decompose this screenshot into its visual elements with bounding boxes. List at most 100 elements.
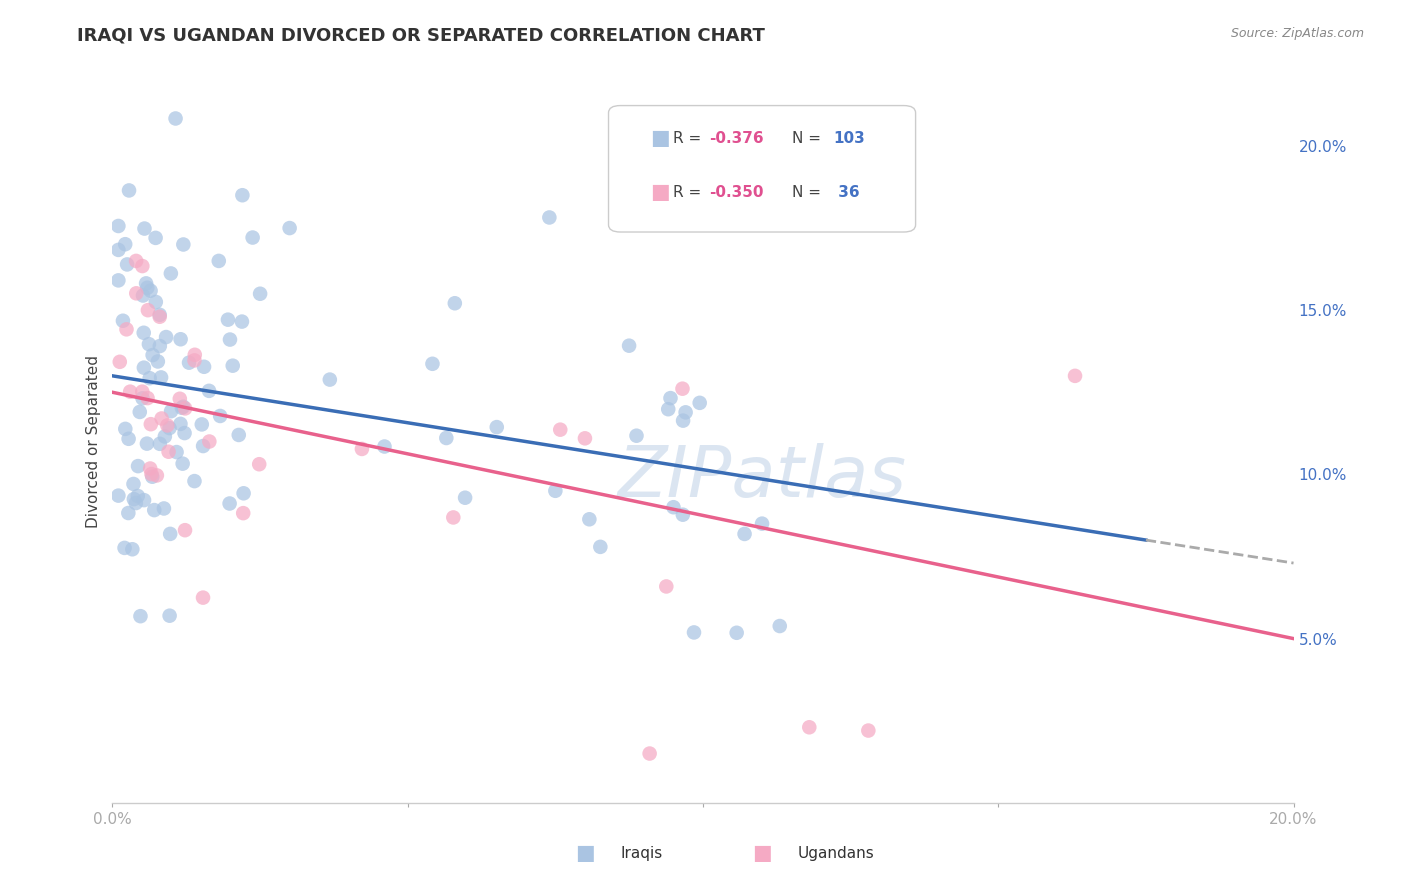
Point bbox=[125, 253, 148, 268]
Point bbox=[209, 409, 232, 423]
Point bbox=[114, 541, 136, 555]
Point bbox=[149, 308, 172, 322]
Point bbox=[139, 417, 162, 432]
Text: Ugandans: Ugandans bbox=[797, 846, 875, 861]
Text: IRAQI VS UGANDAN DIVORCED OR SEPARATED CORRELATION CHART: IRAQI VS UGANDAN DIVORCED OR SEPARATED C… bbox=[77, 27, 765, 45]
Point bbox=[139, 284, 162, 298]
Point bbox=[115, 257, 138, 271]
Text: R =: R = bbox=[673, 130, 707, 145]
Point bbox=[574, 431, 596, 445]
Point bbox=[683, 625, 706, 640]
Point bbox=[145, 294, 167, 309]
Point bbox=[166, 445, 188, 459]
Point bbox=[108, 355, 131, 369]
Point bbox=[107, 489, 129, 503]
Point bbox=[671, 382, 693, 396]
Text: N =: N = bbox=[792, 130, 825, 145]
Point bbox=[191, 417, 214, 432]
Point bbox=[122, 492, 145, 507]
Point bbox=[114, 422, 136, 436]
Point bbox=[150, 370, 173, 384]
Point bbox=[626, 428, 648, 442]
Point bbox=[1064, 368, 1087, 383]
Point bbox=[132, 360, 155, 375]
Point bbox=[136, 436, 159, 450]
Text: ZIPatlas: ZIPatlas bbox=[617, 443, 907, 512]
Point bbox=[172, 237, 194, 252]
Point bbox=[117, 432, 139, 446]
Point bbox=[422, 357, 444, 371]
Point bbox=[672, 508, 695, 522]
Point bbox=[115, 322, 138, 336]
Point bbox=[198, 434, 221, 449]
Point bbox=[134, 221, 156, 235]
Text: -0.350: -0.350 bbox=[709, 185, 763, 200]
Y-axis label: Divorced or Separated: Divorced or Separated bbox=[86, 355, 101, 528]
Point bbox=[232, 486, 254, 500]
Point bbox=[485, 420, 508, 434]
Point bbox=[659, 391, 682, 405]
Point bbox=[858, 723, 880, 738]
Point bbox=[136, 391, 159, 405]
Point bbox=[538, 211, 561, 225]
Point bbox=[769, 619, 792, 633]
Point bbox=[157, 444, 180, 458]
Point bbox=[217, 312, 239, 326]
Point bbox=[160, 404, 183, 418]
Point bbox=[136, 281, 159, 295]
Point bbox=[319, 373, 342, 387]
Point bbox=[141, 469, 163, 483]
Text: ■: ■ bbox=[650, 128, 669, 148]
Point bbox=[136, 303, 159, 318]
Point bbox=[247, 457, 270, 471]
Point bbox=[128, 405, 150, 419]
Point bbox=[107, 273, 129, 287]
Point bbox=[159, 527, 181, 541]
Point bbox=[434, 431, 457, 445]
Point bbox=[208, 253, 231, 268]
Point bbox=[135, 277, 157, 291]
Point bbox=[193, 359, 215, 374]
Point bbox=[191, 439, 214, 453]
Point bbox=[242, 230, 264, 244]
Point bbox=[160, 267, 183, 281]
Text: -0.376: -0.376 bbox=[709, 130, 763, 145]
Point bbox=[177, 356, 200, 370]
Point bbox=[183, 353, 205, 368]
Point bbox=[350, 442, 373, 456]
Point bbox=[675, 405, 697, 419]
Text: R =: R = bbox=[673, 185, 707, 200]
Point bbox=[131, 259, 153, 273]
Point bbox=[132, 288, 155, 302]
Text: Source: ZipAtlas.com: Source: ZipAtlas.com bbox=[1230, 27, 1364, 40]
Point bbox=[143, 503, 166, 517]
Point bbox=[373, 440, 395, 454]
Point bbox=[441, 510, 464, 524]
Point bbox=[138, 337, 160, 351]
Point bbox=[799, 720, 821, 734]
Point bbox=[231, 188, 253, 202]
Point bbox=[149, 310, 172, 324]
Point bbox=[219, 333, 242, 347]
Point bbox=[578, 512, 600, 526]
Point bbox=[544, 483, 567, 498]
Point bbox=[454, 491, 477, 505]
Point bbox=[139, 461, 162, 475]
Point bbox=[183, 474, 205, 488]
Point bbox=[228, 428, 250, 442]
Point bbox=[150, 411, 173, 425]
Point bbox=[278, 221, 301, 235]
Point bbox=[159, 421, 181, 435]
Point bbox=[662, 500, 685, 515]
Point bbox=[118, 183, 141, 197]
Text: ■: ■ bbox=[752, 843, 772, 863]
Point bbox=[198, 384, 221, 398]
Point bbox=[107, 243, 129, 257]
Point bbox=[169, 392, 191, 406]
Point bbox=[121, 542, 143, 557]
Point bbox=[142, 348, 165, 362]
Point bbox=[125, 496, 148, 510]
Point bbox=[249, 286, 271, 301]
Point bbox=[114, 237, 136, 252]
Point bbox=[172, 457, 194, 471]
